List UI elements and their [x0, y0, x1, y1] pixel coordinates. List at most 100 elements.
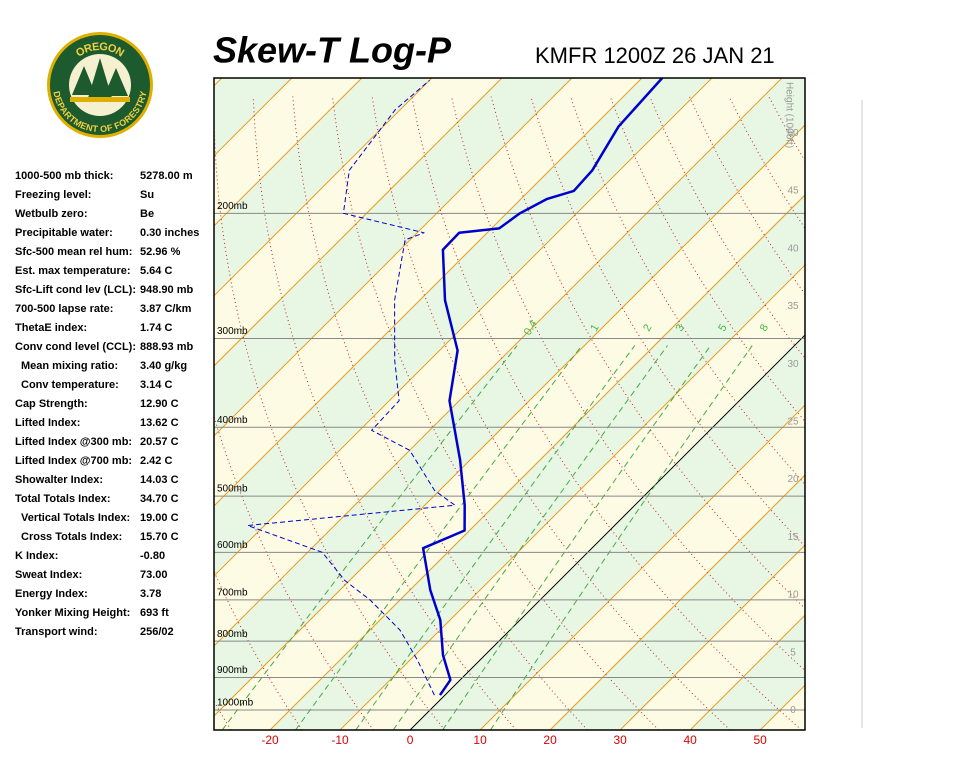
dewpoint-line: [247, 80, 456, 696]
index-label: Lifted Index @700 mb:: [15, 455, 132, 467]
mixing-ratio-line: [295, 345, 583, 730]
dry-adiabat: [848, 97, 960, 730]
y2-tick-label: 30: [787, 359, 799, 370]
index-value: 3.78: [140, 588, 161, 600]
index-value: 3.40 g/kg: [140, 360, 187, 372]
index-value: 5.64 C: [140, 265, 172, 277]
index-label: Total Totals Index:: [15, 493, 111, 505]
profiles: [247, 78, 664, 696]
x-tick-label: -20: [261, 733, 279, 747]
y2-tick-label: 35: [787, 301, 799, 312]
index-value: 693 ft: [140, 607, 169, 619]
pressure-label: 900mb: [217, 665, 248, 676]
dry-adiabat: [927, 97, 960, 730]
index-value: 52.96 %: [140, 246, 181, 258]
mixing-ratio-label: 8: [758, 322, 771, 333]
mixing-ratio-line: [490, 345, 753, 730]
index-label: Freezing level:: [15, 189, 91, 201]
index-value: 73.00: [140, 569, 168, 581]
index-label: Conv cond level (CCL):: [15, 341, 136, 353]
index-value: 948.90 mb: [140, 284, 193, 296]
y2-tick-label: 45: [787, 186, 799, 197]
isotherm: [269, 194, 805, 730]
index-value: 3.87 C/km: [140, 303, 192, 315]
isotherm: [214, 78, 503, 367]
index-value: 5278.00 m: [140, 170, 193, 182]
y2-tick-label: 5: [790, 647, 796, 658]
mixing-ratio-label: 5: [716, 322, 729, 333]
mixing-ratio-label: 1: [588, 322, 601, 333]
index-label: Cross Totals Index:: [21, 531, 122, 543]
logo-top: OREGON: [74, 41, 126, 60]
index-label: 1000-500 mb thick:: [15, 170, 113, 182]
pressure-label: 800mb: [217, 629, 248, 640]
chart-title: Skew-T Log-P: [213, 30, 452, 71]
pressure-label: 600mb: [217, 540, 248, 551]
x-tick-label: -10: [331, 733, 349, 747]
index-label: Yonker Mixing Height:: [15, 607, 130, 619]
mixing-ratio-line: [221, 345, 518, 730]
dry-adiabat: [214, 96, 446, 730]
isotherm: [214, 78, 573, 437]
index-label: Est. max temperature:: [15, 265, 131, 277]
dry-adiabat: [888, 97, 960, 730]
grid: [214, 78, 960, 730]
mixing-ratio-label: 3: [674, 322, 687, 333]
mixing-ratio-label: 2: [641, 322, 654, 333]
index-value: Su: [140, 189, 154, 201]
index-label: ThetaE index:: [15, 322, 87, 334]
index-label: Energy Index:: [15, 588, 88, 600]
isotherm: [214, 78, 783, 647]
axis-labels: 0.4 1 2 3 5 81000mb900mb800mb700mb600mb500mb4…: [217, 82, 799, 747]
y2-tick-label: 50: [787, 128, 799, 139]
index-label: Mean mixing ratio:: [21, 360, 118, 372]
pressure-label: 300mb: [217, 326, 248, 337]
logo-top-text: OREGON: [74, 41, 126, 60]
index-value: 34.70 C: [140, 493, 179, 505]
index-label: Sfc-500 mean rel hum:: [15, 246, 132, 258]
index-value: 256/02: [140, 626, 174, 638]
index-label: Lifted Index @300 mb:: [15, 436, 132, 448]
y2-axis-title: Height (1000ft): [783, 82, 794, 148]
index-value: 0.30 inches: [140, 227, 199, 239]
isotherm: [619, 544, 805, 730]
dry-adiabat: [490, 96, 805, 610]
dry-adiabat: [808, 97, 960, 730]
x-tick-label: 40: [683, 733, 697, 747]
isotherm: [339, 264, 805, 730]
y2-tick-label: 15: [787, 532, 799, 543]
isotherm: [214, 78, 433, 297]
index-label: Vertical Totals Index:: [21, 512, 130, 524]
isotherm: [689, 614, 805, 730]
x-tick-label: 50: [754, 733, 768, 747]
mixing-ratio-line: [355, 345, 636, 730]
indices-table: 1000-500 mb thick: 5278.00 m Freezing leve…: [15, 170, 199, 638]
logo: OREGON DEPARTMENT OF FORESTRY: [47, 32, 153, 138]
y2-tick-label: 0: [790, 705, 796, 716]
index-value: -0.80: [140, 550, 165, 562]
band: [830, 78, 960, 730]
index-value: 3.14 C: [140, 379, 172, 391]
index-label: K Index:: [15, 550, 58, 562]
x-tick-label: 30: [613, 733, 627, 747]
index-label: 700-500 lapse rate:: [15, 303, 113, 315]
chart-subtitle: KMFR 1200Z 26 JAN 21: [535, 43, 775, 68]
index-label: Wetbulb zero:: [15, 208, 88, 220]
logo-trees: [72, 58, 128, 98]
logo-ground: [70, 97, 130, 102]
isotherm: [214, 78, 713, 577]
index-value: 13.62 C: [140, 417, 179, 429]
index-value: 19.00 C: [140, 512, 179, 524]
pressure-label: 200mb: [217, 201, 248, 212]
index-label: Conv temperature:: [21, 379, 119, 391]
plot-frame: [213, 77, 806, 731]
x-tick-label: 0: [407, 733, 414, 747]
index-label: Transport wind:: [15, 626, 98, 638]
x-tick-label: 10: [473, 733, 487, 747]
y2-tick-label: 40: [787, 243, 799, 254]
index-value: Be: [140, 208, 154, 220]
mixing-ratio-line: [442, 345, 712, 730]
y2-tick-label: 20: [787, 474, 799, 485]
isotherm: [830, 78, 960, 730]
index-value: 14.03 C: [140, 474, 179, 486]
